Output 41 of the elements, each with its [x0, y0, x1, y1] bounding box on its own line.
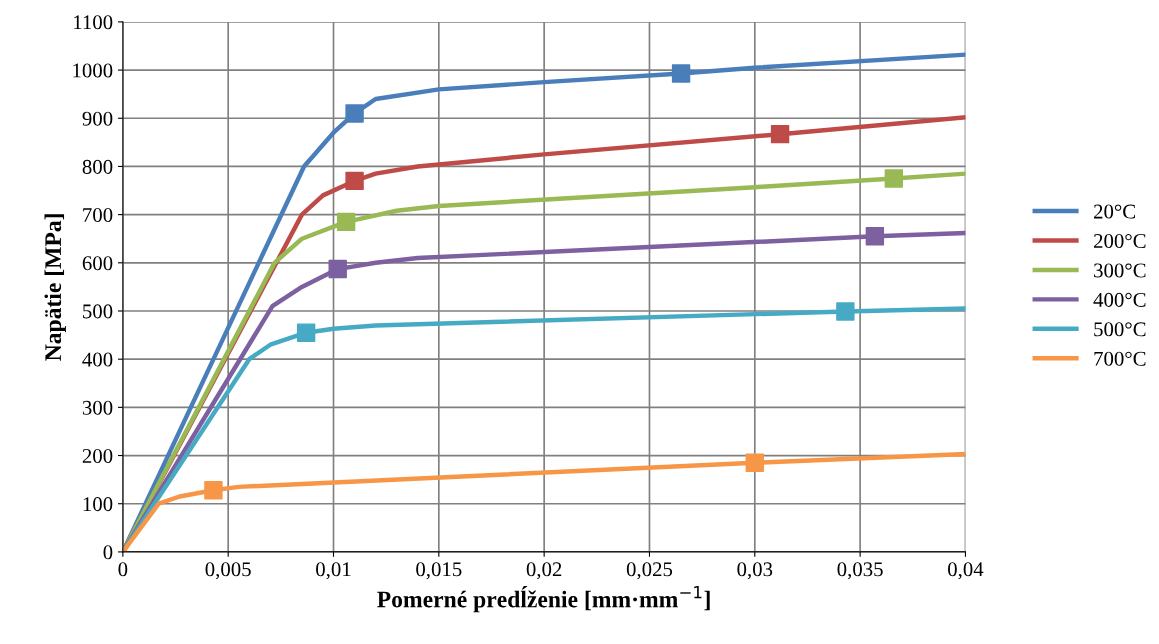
x-axis-title: Pomerné predĺženie [mm·mm$^{−1}$]	[377, 586, 710, 613]
y-tick-label: 1000	[73, 63, 113, 78]
point	[328, 259, 347, 279]
x-tick-label: 0,015	[416, 562, 462, 580]
point	[296, 323, 316, 342]
point	[345, 104, 364, 123]
y-tick-label: 600	[82, 256, 113, 271]
legend-label: 500°C	[1094, 322, 1146, 337]
point	[345, 171, 364, 191]
y-tick-label: 400	[82, 352, 113, 367]
y-tick-label: 0	[103, 545, 113, 560]
x-tick-label: 0,005	[205, 562, 251, 580]
y-tick-label: 100	[83, 497, 113, 512]
x-tick-label: 0,04	[948, 562, 984, 580]
point	[836, 302, 855, 321]
x-tick-label: 0,01	[316, 562, 351, 580]
y-tick-label: 300	[82, 400, 113, 415]
point	[884, 169, 904, 188]
point	[336, 212, 356, 232]
x-tick-label: 0	[118, 562, 128, 577]
x-tick-label: 0,02	[526, 562, 562, 580]
legend-label: 300°C	[1094, 263, 1146, 278]
point	[865, 227, 885, 246]
legend-label: 400°C	[1093, 292, 1146, 307]
legend-label: 20°C	[1094, 204, 1135, 219]
y-tick-label: 200	[82, 448, 113, 463]
point	[204, 481, 223, 500]
y-axis-title: Napätie [MPa]	[44, 214, 66, 361]
y-tick-label: 900	[82, 111, 113, 126]
x-tick-label: 0,025	[626, 562, 673, 580]
legend-label: 200°C	[1094, 233, 1146, 249]
x-tick-label: 0,035	[837, 562, 883, 580]
point	[770, 124, 790, 144]
legend-label: 700°C	[1094, 351, 1146, 366]
point	[671, 64, 691, 83]
y-tick-label: 700	[83, 208, 113, 223]
x-tick-label: 0,03	[737, 562, 773, 580]
y-tick-label: 1100	[74, 15, 113, 30]
point	[745, 453, 764, 472]
y-tick-label: 500	[83, 304, 113, 319]
y-tick-label: 800	[82, 159, 113, 174]
